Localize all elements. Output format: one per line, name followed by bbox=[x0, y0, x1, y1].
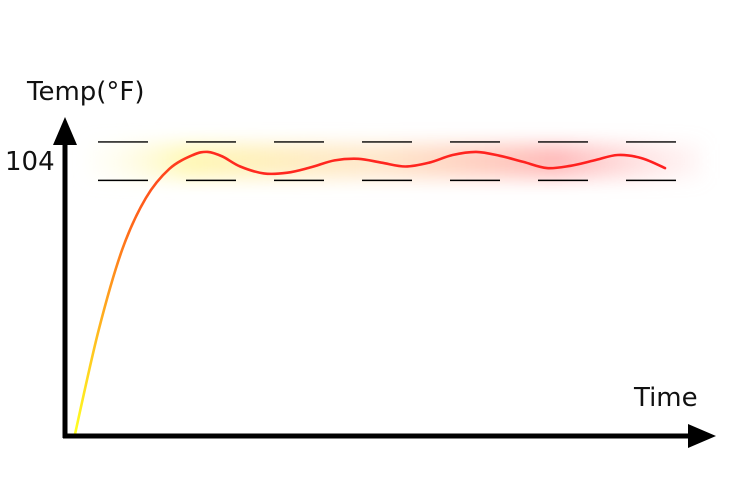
temperature-series-line bbox=[73, 150, 667, 436]
y-axis-label: Temp(°F) bbox=[26, 77, 145, 107]
y-tick-label-104: 104 bbox=[5, 147, 55, 177]
y-axis-arrow bbox=[53, 117, 77, 145]
x-axis-label: Time bbox=[633, 383, 698, 413]
axes bbox=[53, 117, 716, 448]
band-glow bbox=[88, 143, 702, 179]
x-axis-arrow bbox=[688, 424, 716, 448]
target-band bbox=[88, 141, 702, 182]
